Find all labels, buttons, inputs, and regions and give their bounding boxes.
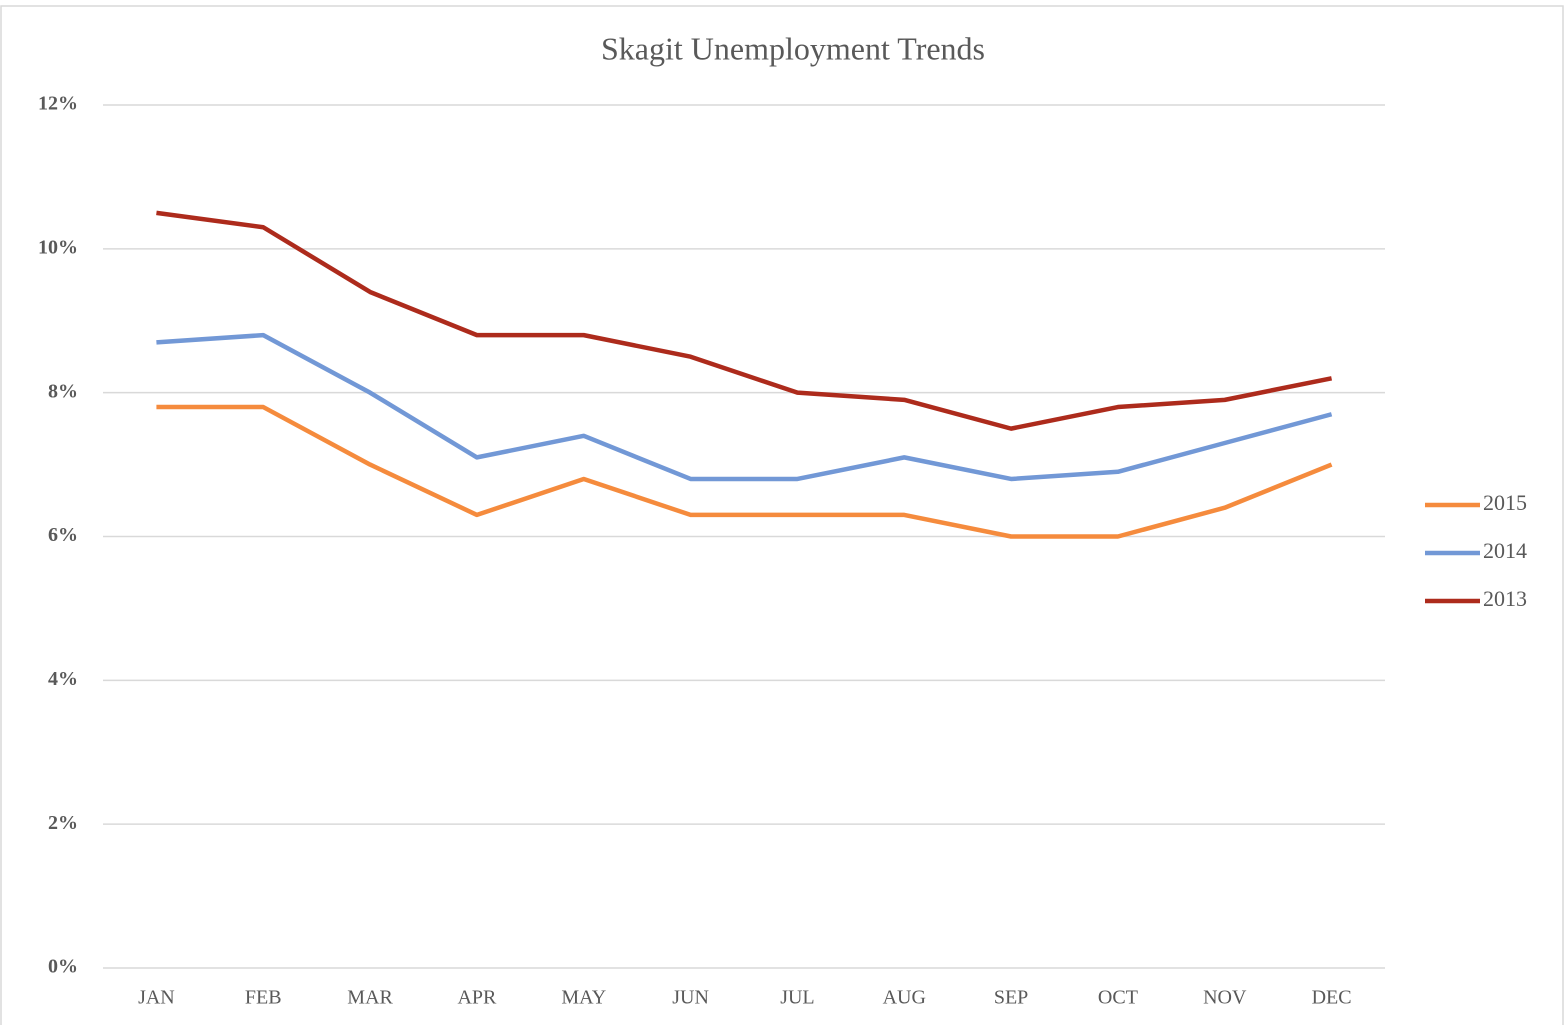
series-line (156, 332, 1333, 482)
series-line (156, 404, 1333, 539)
y-tick-label: 2% (48, 812, 78, 834)
y-tick-label: 6% (48, 524, 78, 546)
x-tick-label: JUN (672, 987, 709, 1009)
series-line (156, 210, 1333, 431)
y-tick-label: 8% (48, 380, 78, 402)
legend-label: 2014 (1483, 538, 1527, 563)
legend-label: 2013 (1483, 586, 1527, 611)
x-tick-label: OCT (1098, 987, 1138, 1009)
y-tick-label: 12% (38, 93, 78, 115)
x-tick-label: SEP (994, 987, 1028, 1009)
y-tick-label: 10% (38, 236, 78, 258)
legend-label: 2015 (1483, 490, 1527, 515)
x-tick-label: JUL (780, 987, 814, 1009)
x-tick-label: APR (457, 987, 497, 1009)
x-tick-label: DEC (1312, 987, 1352, 1009)
y-tick-label: 4% (48, 668, 78, 690)
x-tick-label: FEB (245, 987, 282, 1009)
x-tick-label: NOV (1203, 987, 1247, 1009)
chart-title: Skagit Unemployment Trends (601, 30, 985, 66)
chart-border (0, 5, 1564, 1025)
x-tick-label: JAN (138, 987, 175, 1009)
x-tick-label: AUG (883, 987, 926, 1009)
y-tick-label: 0% (48, 956, 78, 978)
x-tick-label: MAR (347, 987, 393, 1009)
x-tick-label: MAY (561, 987, 606, 1009)
